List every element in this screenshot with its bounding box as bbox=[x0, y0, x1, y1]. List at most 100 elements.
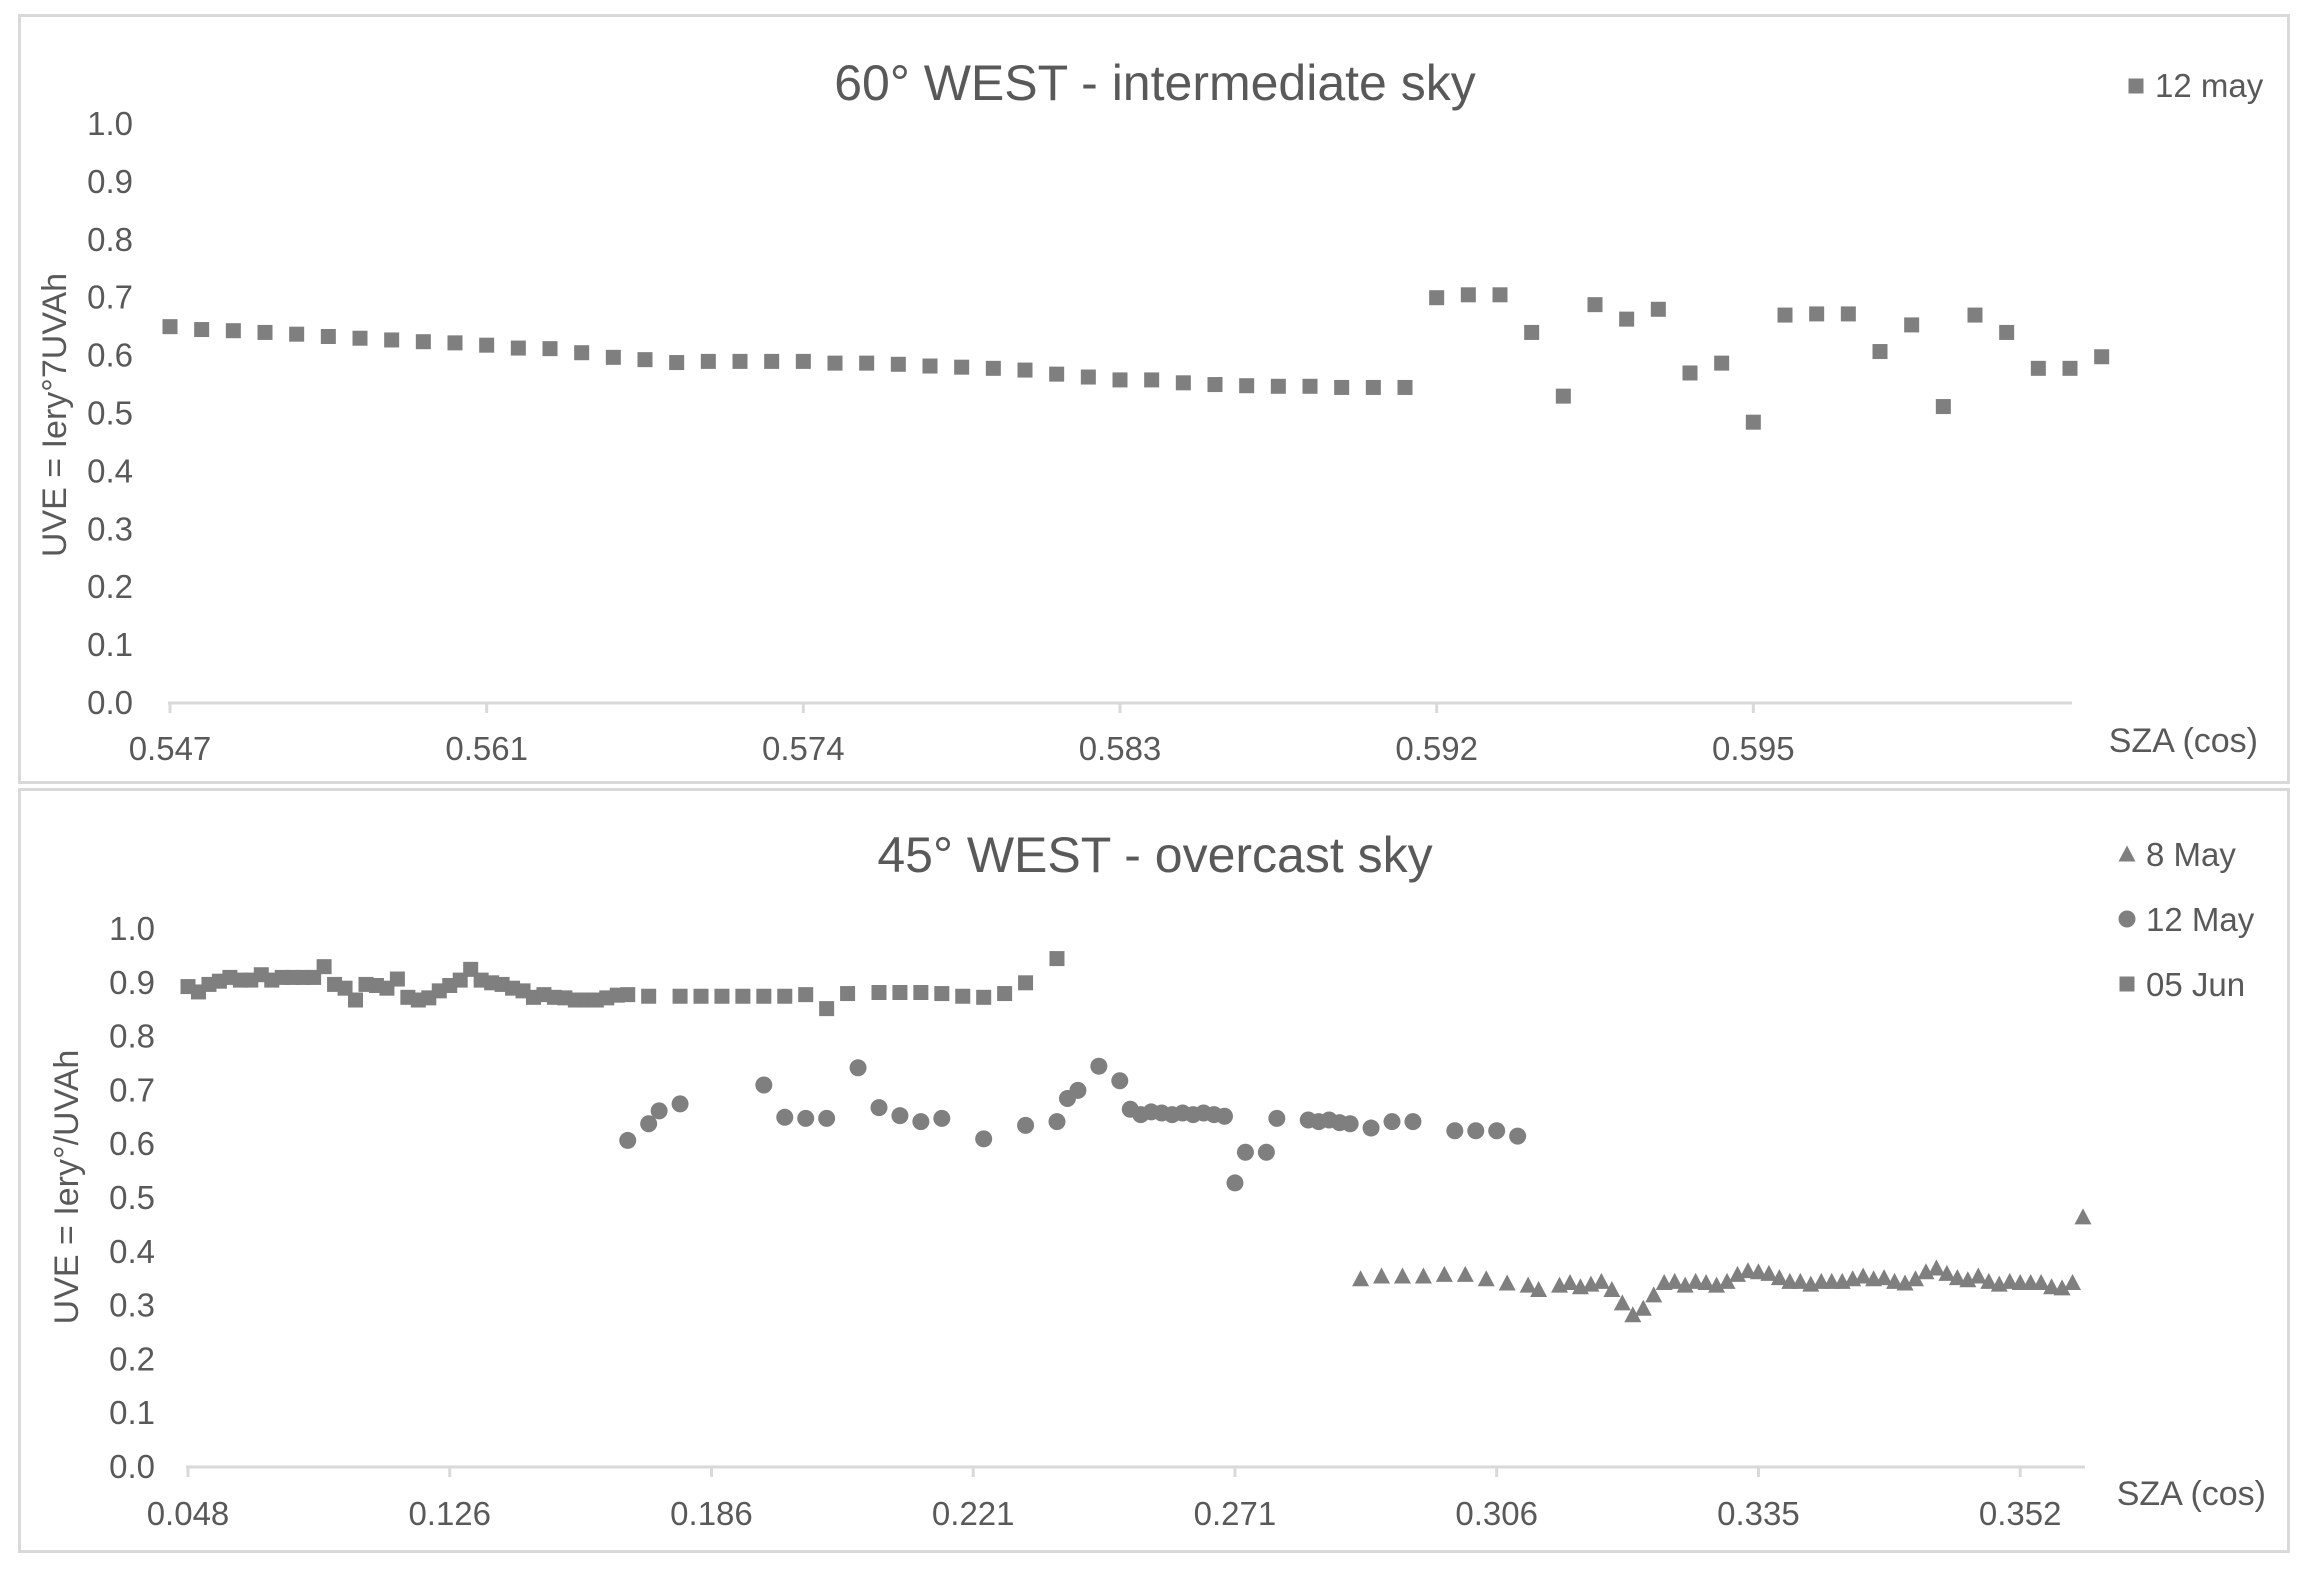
data-point-8-may bbox=[1854, 1267, 1872, 1284]
x-tick-label: 0.048 bbox=[147, 1495, 230, 1532]
x-tick-label: 0.186 bbox=[670, 1495, 753, 1532]
x-axis-label-bottom: SZA (cos) bbox=[2117, 1475, 2266, 1513]
data-point-12-may bbox=[1144, 372, 1160, 388]
y-tick-label: 0.9 bbox=[87, 163, 133, 200]
data-point-05-jun bbox=[693, 988, 709, 1004]
data-point-12-may bbox=[975, 1130, 993, 1148]
data-point-12-may bbox=[1049, 366, 1065, 382]
y-tick-label: 0.1 bbox=[109, 1394, 155, 1431]
data-point-8-may bbox=[1938, 1264, 1956, 1281]
data-point-05-jun bbox=[997, 986, 1013, 1002]
data-point-12-may bbox=[1302, 378, 1318, 394]
data-point-12-may bbox=[669, 355, 685, 371]
y-tick-label: 0.4 bbox=[109, 1233, 155, 1270]
data-point-12-may bbox=[1341, 1115, 1359, 1133]
y-tick-label: 0.5 bbox=[87, 395, 133, 432]
data-point-8-may bbox=[1624, 1306, 1642, 1323]
data-point-8-may bbox=[2064, 1273, 2082, 1290]
data-point-12-may bbox=[1872, 344, 1888, 360]
data-point-8-may bbox=[1373, 1267, 1391, 1284]
data-point-8-may bbox=[1718, 1272, 1736, 1289]
data-point-12-may bbox=[1460, 287, 1476, 303]
data-point-8-may bbox=[1687, 1272, 1705, 1289]
x-tick-label: 0.561 bbox=[445, 730, 528, 767]
data-point-8-may bbox=[1530, 1280, 1548, 1297]
x-tick-label: 0.583 bbox=[1079, 730, 1162, 767]
data-point-8-may bbox=[1969, 1267, 1987, 1284]
data-point-8-may bbox=[1980, 1272, 1998, 1289]
x-tick-label: 0.271 bbox=[1194, 1495, 1277, 1532]
data-point-12-may bbox=[1397, 379, 1413, 395]
data-point-12-may bbox=[2062, 360, 2078, 376]
data-point-12-may bbox=[1226, 1174, 1244, 1192]
data-point-12-may bbox=[1555, 388, 1571, 404]
y-tick-label: 0.6 bbox=[87, 337, 133, 374]
data-point-12-may bbox=[1524, 324, 1540, 340]
data-point-12-may bbox=[922, 358, 938, 374]
data-point-05-jun bbox=[934, 986, 950, 1002]
data-point-8-may bbox=[1561, 1273, 1579, 1290]
legend-marker-05-jun bbox=[2119, 976, 2135, 992]
data-point-12-may bbox=[2094, 349, 2110, 365]
y-tick-label: 0.5 bbox=[109, 1179, 155, 1216]
y-tick-label: 0.3 bbox=[87, 510, 133, 547]
data-point-12-may bbox=[225, 323, 241, 339]
data-point-05-jun bbox=[798, 987, 814, 1003]
data-point-12-may bbox=[1207, 377, 1223, 393]
y-tick-label: 0.2 bbox=[109, 1340, 155, 1377]
data-point-12-may bbox=[320, 328, 336, 344]
data-point-8-may bbox=[1739, 1262, 1757, 1279]
legend-label-12-may: 12 May bbox=[2146, 901, 2255, 938]
data-point-8-may bbox=[1760, 1264, 1778, 1281]
data-point-05-jun bbox=[976, 989, 992, 1005]
data-point-12-may bbox=[1334, 379, 1350, 395]
data-point-12-may bbox=[1270, 378, 1286, 394]
y-tick-label: 0.7 bbox=[87, 279, 133, 316]
data-point-8-may bbox=[1393, 1267, 1411, 1284]
data-point-8-may bbox=[1770, 1269, 1788, 1286]
y-tick-label: 0.8 bbox=[87, 221, 133, 258]
data-point-8-may bbox=[1697, 1273, 1715, 1290]
data-point-8-may bbox=[1927, 1259, 1945, 1276]
data-point-12-may bbox=[1048, 1113, 1066, 1131]
data-point-12-may bbox=[1404, 1113, 1422, 1131]
data-point-12-may bbox=[384, 332, 400, 348]
data-point-05-jun bbox=[337, 980, 353, 996]
data-point-12-may bbox=[849, 1059, 867, 1077]
y-tick-label: 0.7 bbox=[109, 1071, 155, 1108]
data-point-8-may bbox=[2032, 1273, 2050, 1290]
data-point-05-jun bbox=[735, 988, 751, 1004]
data-point-12-may bbox=[1236, 1143, 1254, 1161]
data-point-12-may bbox=[1175, 375, 1191, 391]
data-point-12-may bbox=[194, 322, 210, 338]
data-point-05-jun bbox=[871, 984, 887, 1000]
plot-area-bottom: 0.0 0.1 0.2 0.3 0.4 0.5 0.6 0.7 0.8 0.9 1.0 0.048 0.… bbox=[109, 845, 2136, 1532]
data-point-12-may bbox=[1383, 1113, 1401, 1131]
data-point-05-jun bbox=[348, 992, 364, 1008]
data-point-12-may bbox=[574, 345, 590, 361]
data-point-12-may bbox=[1215, 1107, 1233, 1125]
data-point-05-jun bbox=[777, 988, 793, 1004]
y-tick-label: 0.9 bbox=[109, 964, 155, 1001]
y-tick-label: 0.4 bbox=[87, 452, 133, 489]
data-point-12-may bbox=[640, 1115, 658, 1133]
data-point-12-may bbox=[605, 349, 621, 365]
data-point-05-jun bbox=[955, 988, 971, 1004]
legend-marker-12-may bbox=[2128, 78, 2144, 94]
data-point-12-may bbox=[1999, 324, 2015, 340]
data-point-05-jun bbox=[892, 984, 908, 1000]
data-point-05-jun bbox=[840, 986, 856, 1002]
data-point-12-may bbox=[985, 360, 1001, 376]
data-point-05-jun bbox=[1018, 975, 1034, 991]
data-point-8-may bbox=[1906, 1270, 1924, 1287]
data-point-12-may bbox=[700, 353, 716, 369]
data-point-8-may bbox=[1886, 1272, 1904, 1289]
data-point-12-may bbox=[818, 1109, 836, 1127]
data-point-12-may bbox=[891, 1107, 909, 1125]
data-point-12-may bbox=[1745, 414, 1761, 430]
data-point-8-may bbox=[1634, 1299, 1652, 1316]
data-point-12-may bbox=[870, 1099, 888, 1117]
data-point-12-may bbox=[619, 1131, 637, 1149]
x-tick-label: 0.335 bbox=[1717, 1495, 1800, 1532]
